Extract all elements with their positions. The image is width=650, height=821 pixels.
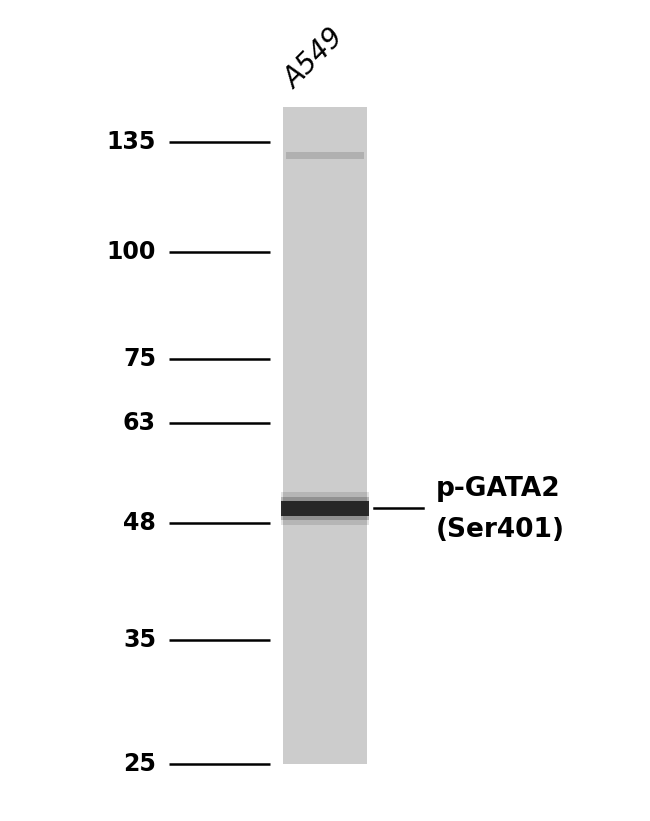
Bar — [283, 320, 367, 328]
Bar — [283, 312, 367, 320]
Bar — [283, 452, 367, 460]
Bar — [283, 706, 367, 714]
Bar — [283, 107, 367, 764]
Bar — [283, 427, 367, 435]
Bar — [283, 181, 367, 189]
Bar — [283, 304, 367, 312]
Bar — [283, 353, 367, 361]
Bar — [283, 197, 367, 205]
Bar — [283, 690, 367, 698]
Bar — [283, 140, 367, 148]
Bar — [283, 435, 367, 443]
Bar — [283, 632, 367, 640]
Bar — [283, 698, 367, 706]
Bar — [283, 443, 367, 452]
Bar — [283, 419, 367, 427]
Text: 48: 48 — [123, 511, 156, 535]
Bar — [283, 665, 367, 673]
Bar — [283, 394, 367, 402]
Text: 25: 25 — [123, 752, 156, 776]
Bar — [283, 296, 367, 304]
Bar — [281, 497, 369, 520]
Bar — [283, 722, 367, 731]
Bar — [283, 205, 367, 213]
Bar — [283, 402, 367, 410]
Bar — [283, 525, 367, 534]
Bar — [283, 739, 367, 747]
Bar — [281, 492, 369, 525]
Bar — [286, 153, 364, 159]
Text: p-GATA2: p-GATA2 — [436, 475, 560, 502]
Bar — [283, 222, 367, 230]
Bar — [283, 131, 367, 140]
Bar — [283, 501, 367, 509]
Bar — [281, 501, 369, 516]
Bar — [283, 213, 367, 222]
Bar — [283, 361, 367, 369]
Bar — [283, 493, 367, 501]
Bar — [283, 263, 367, 271]
Bar — [283, 156, 367, 164]
Bar — [283, 123, 367, 131]
Bar — [283, 460, 367, 468]
Bar — [283, 410, 367, 419]
Text: 135: 135 — [107, 130, 156, 154]
Bar — [283, 115, 367, 123]
Bar — [283, 378, 367, 386]
Bar — [283, 148, 367, 156]
Bar — [283, 575, 367, 583]
Bar — [283, 287, 367, 296]
Bar — [283, 230, 367, 238]
Bar — [283, 386, 367, 394]
Bar — [283, 255, 367, 263]
Bar — [283, 591, 367, 599]
Text: (Ser401): (Ser401) — [436, 516, 564, 543]
Bar — [283, 657, 367, 665]
Bar — [283, 681, 367, 690]
Text: 100: 100 — [107, 241, 156, 264]
Bar — [283, 583, 367, 591]
Bar — [283, 616, 367, 624]
Bar — [283, 714, 367, 722]
Text: 63: 63 — [123, 410, 156, 435]
Bar — [283, 649, 367, 657]
Bar — [283, 755, 367, 764]
Bar — [283, 468, 367, 476]
Bar — [283, 566, 367, 575]
Bar — [283, 246, 367, 255]
Bar — [283, 345, 367, 353]
Bar — [283, 509, 367, 517]
Bar — [283, 107, 367, 115]
Bar — [283, 534, 367, 542]
Bar — [283, 731, 367, 739]
Bar — [283, 328, 367, 337]
Bar — [283, 640, 367, 649]
Bar — [283, 673, 367, 681]
Bar — [283, 484, 367, 493]
Text: 75: 75 — [123, 346, 156, 370]
Text: 35: 35 — [123, 628, 156, 652]
Bar — [283, 550, 367, 558]
Bar — [283, 279, 367, 287]
Text: A549: A549 — [280, 24, 350, 94]
Bar — [283, 271, 367, 279]
Bar — [283, 164, 367, 172]
Bar — [283, 476, 367, 484]
Bar — [283, 369, 367, 378]
Bar — [283, 608, 367, 616]
Bar — [283, 189, 367, 197]
Bar — [283, 747, 367, 755]
Bar — [283, 558, 367, 566]
Bar — [283, 517, 367, 525]
Bar — [283, 238, 367, 246]
Bar — [283, 599, 367, 608]
Bar — [283, 337, 367, 345]
Bar — [283, 624, 367, 632]
Bar — [283, 542, 367, 550]
Bar — [283, 172, 367, 181]
